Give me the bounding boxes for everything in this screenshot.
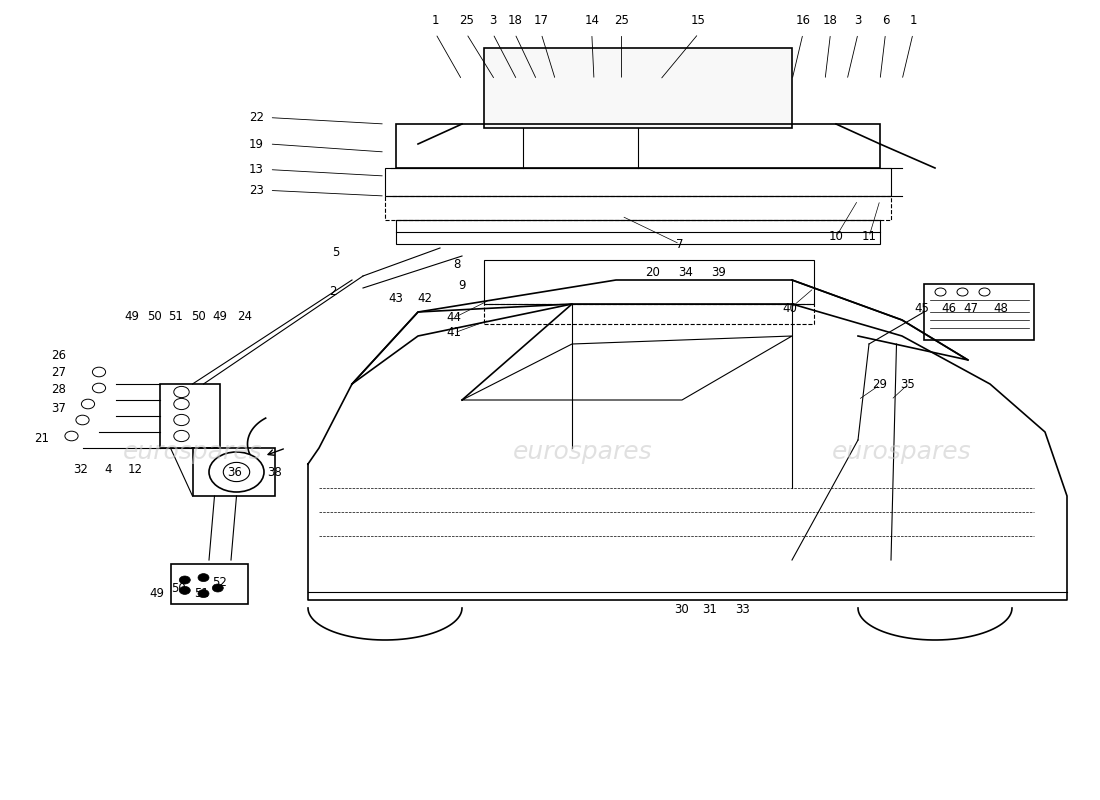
Text: 37: 37 [51, 402, 66, 414]
Text: 28: 28 [51, 383, 66, 396]
Text: 49: 49 [124, 310, 140, 323]
Text: 49: 49 [212, 310, 228, 323]
Text: 4: 4 [104, 463, 111, 476]
Bar [385, 168, 891, 196]
Text: 3: 3 [855, 14, 861, 27]
Text: eurospares: eurospares [123, 440, 262, 464]
Text: 18: 18 [507, 14, 522, 27]
Text: 7: 7 [676, 238, 683, 250]
Text: 25: 25 [459, 14, 474, 27]
Bar [484, 48, 792, 128]
Text: 21: 21 [34, 432, 50, 445]
Text: 29: 29 [872, 378, 888, 391]
Circle shape [198, 590, 209, 598]
Text: 8: 8 [453, 258, 460, 270]
Text: 30: 30 [674, 603, 690, 616]
Text: 32: 32 [73, 463, 88, 476]
Text: 20: 20 [645, 266, 660, 278]
Bar [192, 448, 275, 496]
Text: 15: 15 [691, 14, 706, 27]
Circle shape [212, 584, 223, 592]
Text: eurospares: eurospares [514, 440, 652, 464]
Text: 46: 46 [942, 302, 957, 315]
Text: 6: 6 [882, 14, 889, 27]
Text: 47: 47 [964, 302, 979, 315]
Text: 14: 14 [584, 14, 600, 27]
Bar [924, 284, 1034, 340]
Text: 39: 39 [711, 266, 726, 278]
Text: 1: 1 [910, 14, 916, 27]
Bar [396, 124, 880, 168]
Text: 17: 17 [534, 14, 549, 27]
Text: 38: 38 [267, 466, 283, 478]
Text: 24: 24 [236, 310, 252, 323]
Text: 19: 19 [249, 138, 264, 150]
Text: 48: 48 [993, 302, 1009, 315]
Text: 51: 51 [168, 310, 184, 323]
Text: 5: 5 [332, 246, 339, 259]
Text: 23: 23 [249, 184, 264, 197]
Text: 12: 12 [128, 463, 143, 476]
Text: 27: 27 [51, 366, 66, 379]
Text: 25: 25 [614, 14, 629, 27]
Text: 31: 31 [702, 603, 717, 616]
Text: 51: 51 [194, 587, 209, 600]
Text: 34: 34 [678, 266, 693, 278]
Bar [170, 564, 248, 604]
Text: 40: 40 [782, 302, 797, 315]
Text: 11: 11 [861, 230, 877, 243]
Text: 1: 1 [432, 14, 439, 27]
Text: 45: 45 [914, 302, 929, 315]
Text: 50: 50 [170, 582, 186, 594]
Text: 2: 2 [330, 285, 337, 298]
Text: 10: 10 [828, 230, 844, 243]
Text: 49: 49 [150, 587, 165, 600]
Text: 26: 26 [51, 349, 66, 362]
Bar [484, 260, 814, 304]
Text: 50: 50 [146, 310, 162, 323]
Text: 42: 42 [417, 292, 432, 305]
Text: 22: 22 [249, 111, 264, 124]
Text: 36: 36 [227, 466, 242, 478]
Text: 9: 9 [459, 279, 465, 292]
Text: 44: 44 [447, 311, 462, 324]
Text: 33: 33 [735, 603, 750, 616]
Text: 43: 43 [388, 292, 404, 305]
Text: 41: 41 [447, 326, 462, 339]
Text: 13: 13 [249, 163, 264, 176]
Text: 50: 50 [190, 310, 206, 323]
Circle shape [179, 576, 190, 584]
Text: 35: 35 [900, 378, 915, 391]
Bar [484, 304, 814, 324]
Circle shape [179, 586, 190, 594]
Bar [160, 384, 220, 448]
Bar [396, 220, 880, 244]
Bar [385, 196, 891, 220]
Circle shape [198, 574, 209, 582]
Text: eurospares: eurospares [833, 440, 971, 464]
Text: 52: 52 [212, 576, 228, 589]
Text: 18: 18 [823, 14, 838, 27]
Text: 3: 3 [490, 14, 496, 27]
Text: 16: 16 [795, 14, 811, 27]
